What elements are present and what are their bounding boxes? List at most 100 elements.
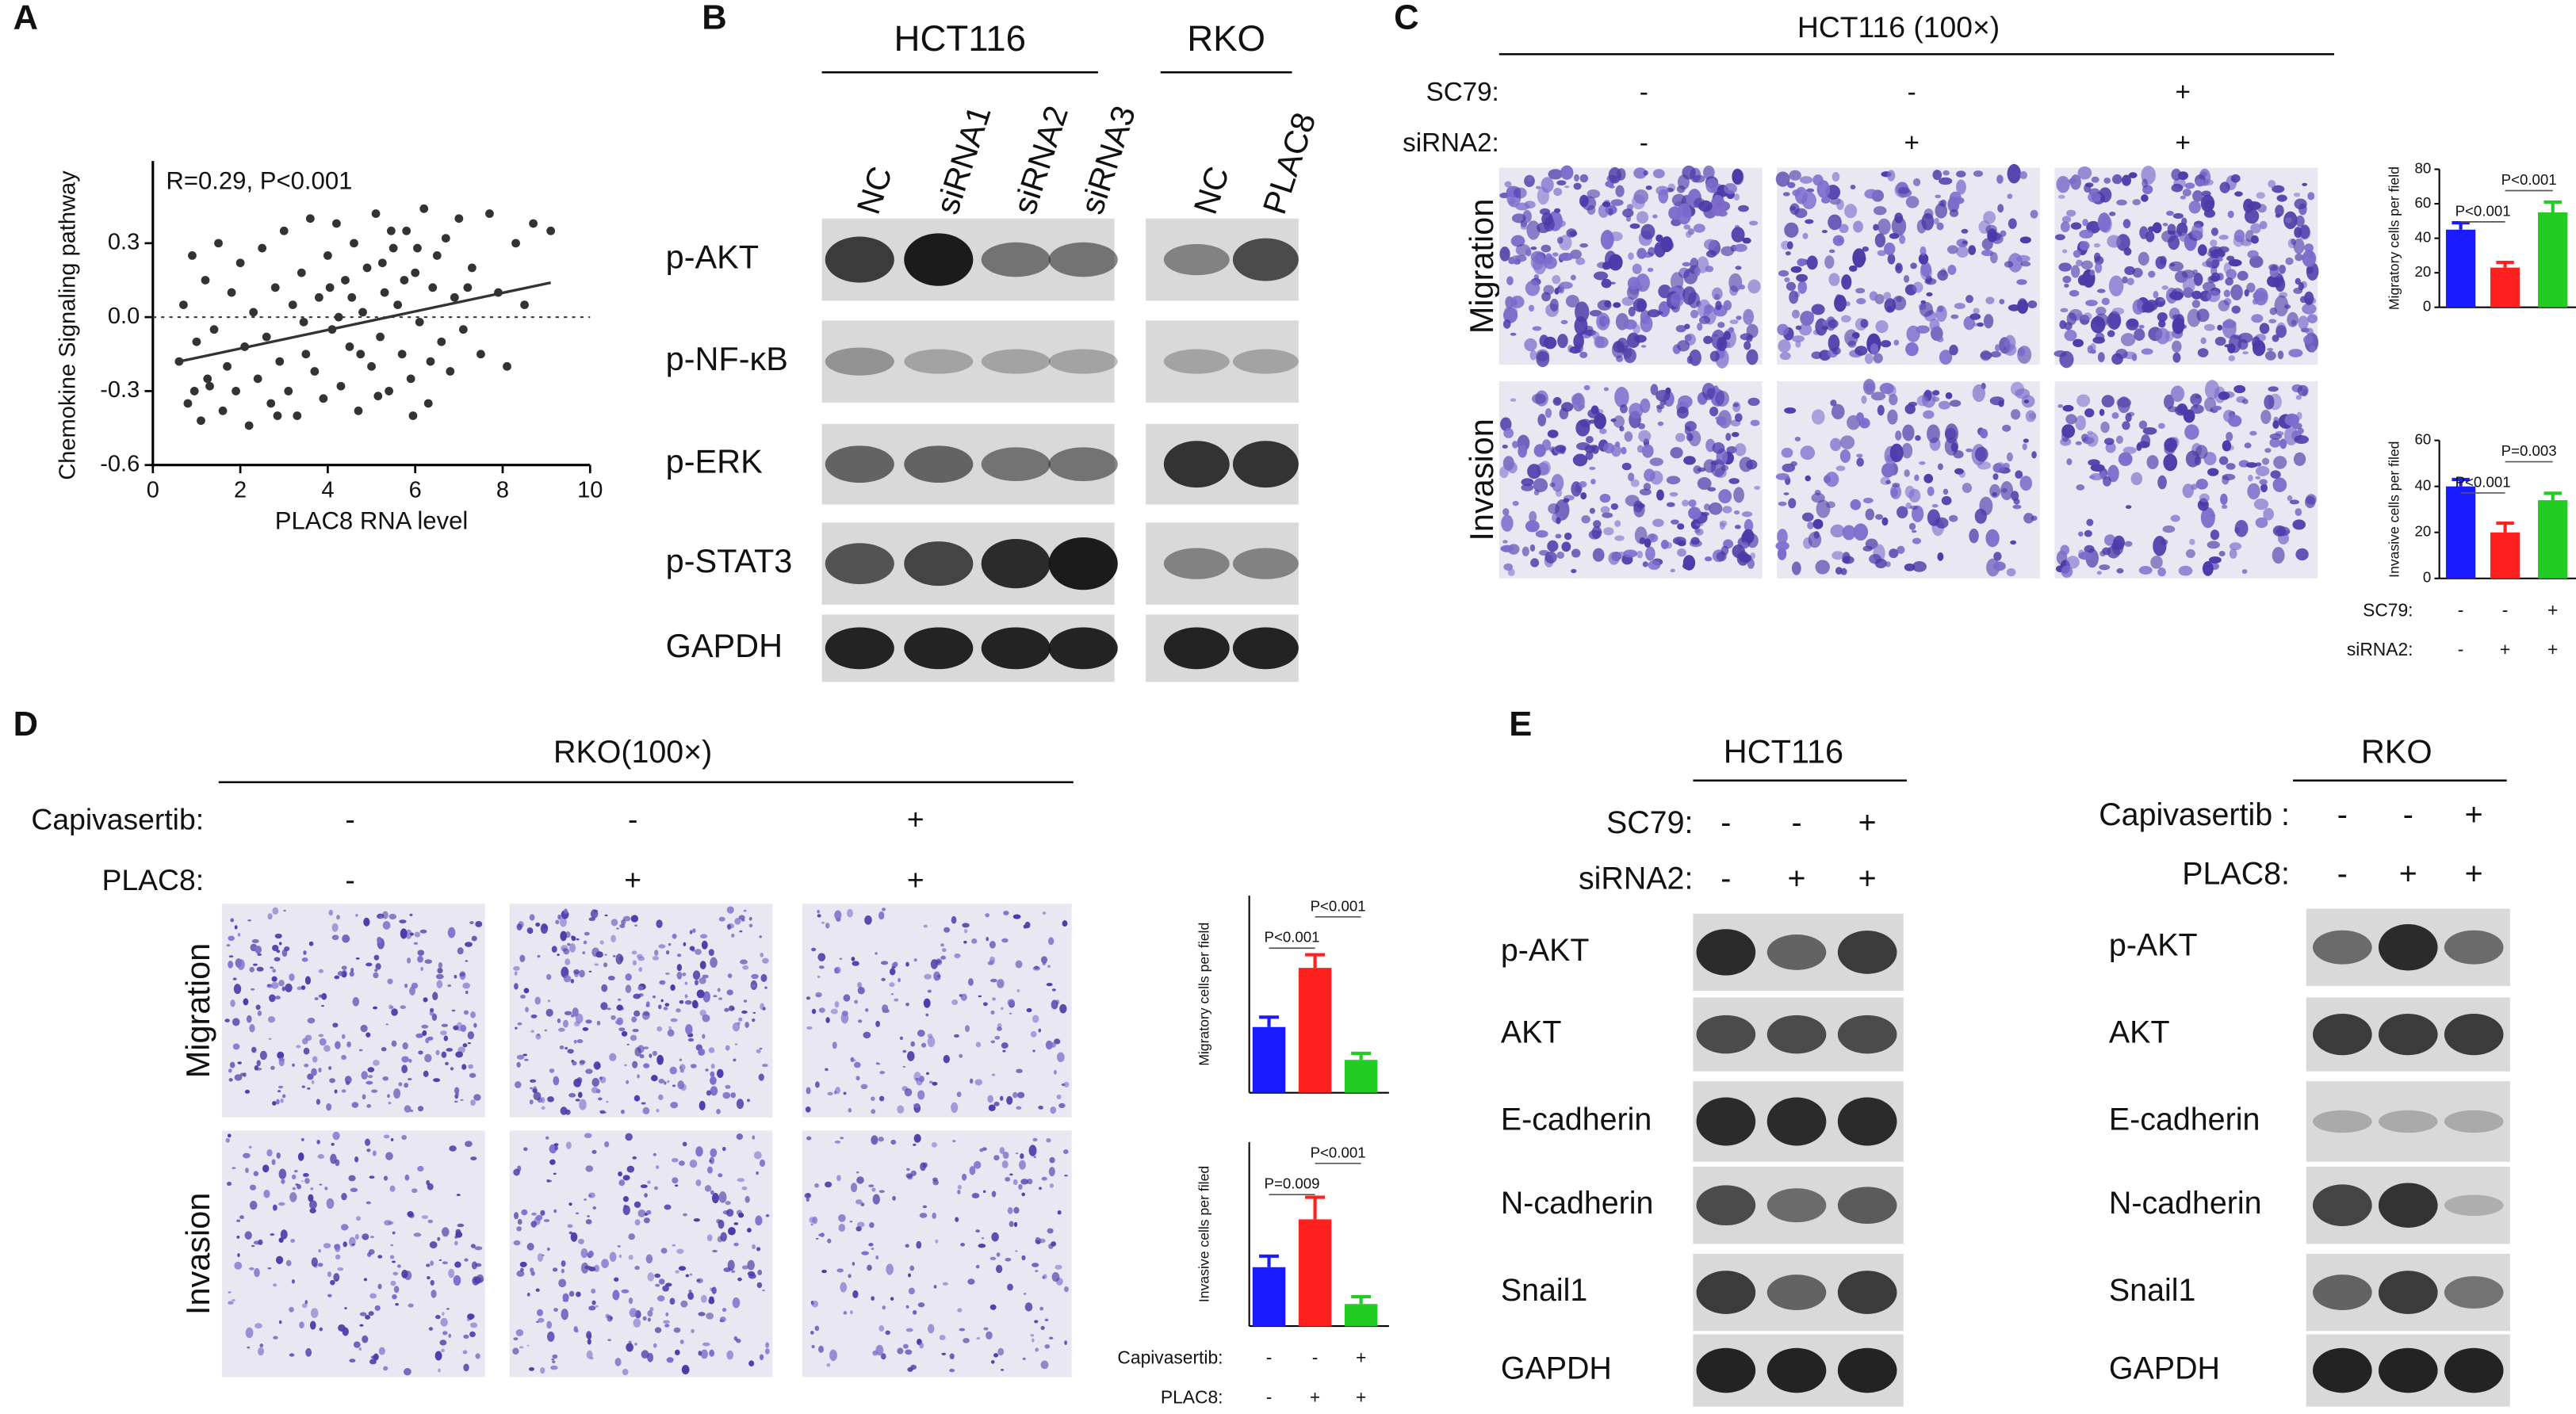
cell-stain xyxy=(734,1043,738,1045)
cell-stain xyxy=(811,947,817,952)
cell-stain xyxy=(541,1097,545,1103)
point xyxy=(305,214,315,224)
cell-stain xyxy=(905,1305,909,1308)
cell-stain xyxy=(1023,924,1028,929)
cell-stain xyxy=(1985,296,1995,304)
cell-stain xyxy=(467,1031,475,1040)
cell-stain xyxy=(967,978,974,986)
cell-stain xyxy=(1842,525,1856,541)
cell-stain xyxy=(460,1099,464,1102)
p-value: P<0.001 xyxy=(2455,202,2511,219)
cell-stain xyxy=(1049,1156,1055,1164)
cell-stain xyxy=(700,1349,708,1359)
cell-stain xyxy=(2176,323,2187,330)
cell-stain xyxy=(1715,300,1722,311)
band xyxy=(1696,1097,1756,1146)
cell-stain xyxy=(310,1308,319,1318)
cell-stain xyxy=(475,1353,480,1359)
cell-stain xyxy=(1503,304,1518,321)
cell-stain xyxy=(1569,231,1578,237)
band xyxy=(1696,1271,1756,1314)
cell-stain xyxy=(1544,408,1552,418)
cell-stain xyxy=(278,1058,285,1067)
cell-stain xyxy=(964,1025,970,1033)
cell-stain xyxy=(1934,217,1939,225)
cell-stain xyxy=(583,940,588,945)
cell-stain xyxy=(1782,192,1790,197)
cell-stain xyxy=(1564,532,1572,541)
cell-stain xyxy=(519,954,526,963)
row-label: AKT xyxy=(1501,1015,1562,1049)
cell-stain xyxy=(1995,344,2000,352)
cell-stain xyxy=(307,1017,316,1024)
cell-stain xyxy=(670,1018,678,1022)
cell-stain xyxy=(1715,390,1729,407)
point xyxy=(288,300,297,309)
cell-stain xyxy=(1733,487,1744,503)
cell-stain xyxy=(2153,291,2159,299)
cell-stain xyxy=(255,1004,261,1011)
cell-stain xyxy=(573,1039,577,1044)
cell-stain xyxy=(937,974,941,978)
cell-stain xyxy=(467,1041,471,1045)
cell-stain xyxy=(2306,266,2314,274)
cell-stain xyxy=(1712,441,1725,454)
row-label: Snail1 xyxy=(1501,1273,1587,1308)
cell-stain xyxy=(1012,1091,1018,1099)
cell-stain xyxy=(251,1046,257,1053)
cell-stain xyxy=(2191,290,2203,300)
cell-stain xyxy=(312,1056,318,1063)
cell-stain xyxy=(633,1201,641,1208)
cell-stain xyxy=(2115,435,2123,445)
cell-stain xyxy=(1013,1206,1020,1214)
cell-stain xyxy=(860,1083,868,1090)
cell-stain xyxy=(289,1192,297,1202)
cell-stain xyxy=(328,909,334,916)
cell-stain xyxy=(1741,511,1753,518)
cell-stain xyxy=(1690,537,1700,545)
cell-stain xyxy=(400,1005,407,1010)
cell-stain xyxy=(710,1071,715,1078)
cell-stain xyxy=(1873,224,1879,231)
cell-stain xyxy=(629,1308,637,1317)
cell-stain xyxy=(1950,314,1959,319)
cell-stain xyxy=(1518,445,1528,458)
cell-stain xyxy=(2167,224,2176,235)
cell-stain xyxy=(2300,254,2306,259)
cell-stain xyxy=(2269,433,2283,440)
cell-stain xyxy=(1990,350,2001,357)
cell-stain xyxy=(2264,448,2272,453)
cell-stain xyxy=(1007,999,1015,1007)
cell-stain xyxy=(924,973,932,980)
cell-stain xyxy=(976,1337,981,1339)
cell-stain xyxy=(921,1042,927,1048)
cell-stain xyxy=(419,929,427,934)
cell-stain xyxy=(2090,315,2106,334)
cell-stain xyxy=(446,1308,450,1310)
cell-stain xyxy=(237,933,241,937)
cell-stain xyxy=(1969,313,1981,320)
cell-stain xyxy=(1901,442,1913,459)
cell-stain xyxy=(1016,1068,1023,1073)
cell-stain xyxy=(1051,999,1058,1010)
cell-stain xyxy=(1671,193,1686,207)
cell-stain xyxy=(2275,277,2286,292)
cell-stain xyxy=(549,1159,556,1165)
cell-stain xyxy=(2296,411,2302,420)
cell-stain xyxy=(733,1242,739,1247)
cell-stain xyxy=(685,1274,690,1278)
cell-stain xyxy=(710,957,718,968)
cell-stain xyxy=(450,1067,454,1071)
cell-stain xyxy=(304,1064,309,1068)
cell-stain xyxy=(277,1090,281,1093)
cell-stain xyxy=(1584,445,1595,453)
cell-stain xyxy=(1638,430,1652,443)
cell-stain xyxy=(535,1034,542,1040)
cell-stain xyxy=(825,1068,829,1072)
cell-stain xyxy=(1839,435,1855,449)
cell-stain xyxy=(1789,206,1796,212)
cell-stain xyxy=(1887,170,1896,182)
cell-stain xyxy=(710,1148,718,1157)
cell-stain xyxy=(1032,1049,1035,1053)
cell-stain xyxy=(2064,283,2069,288)
